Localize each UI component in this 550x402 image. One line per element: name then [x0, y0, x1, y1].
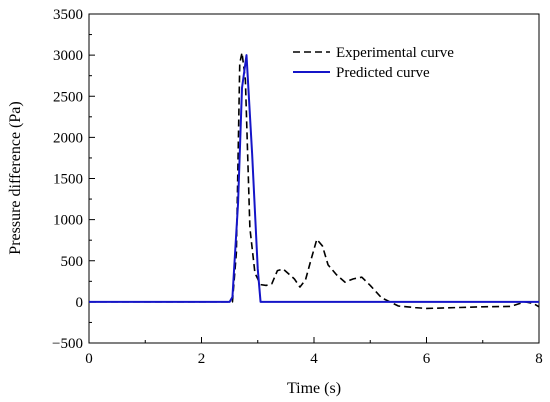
y-tick-label: 0 — [76, 295, 84, 311]
y-tick-label: 1500 — [53, 172, 83, 188]
y-axis-label: Pressure difference (Pa) — [7, 101, 24, 254]
x-tick-label: 8 — [535, 351, 543, 367]
experimental-curve-line — [89, 51, 540, 310]
x-tick-label: 2 — [198, 351, 206, 367]
y-tick-label: 500 — [61, 254, 84, 270]
legend-label-predicted: Predicted curve — [336, 65, 430, 81]
legend-label-experimental: Experimental curve — [336, 45, 454, 61]
legend: Experimental curve Predicted curve — [293, 45, 454, 81]
x-tick-label: 4 — [310, 351, 318, 367]
predicted-curve-line — [89, 54, 539, 303]
y-tick-label: 3500 — [53, 7, 83, 23]
x-tick-label: 0 — [85, 351, 93, 367]
y-tick-label: 2500 — [53, 89, 83, 105]
series-group — [89, 51, 540, 310]
y-tick-label: −500 — [52, 336, 83, 352]
x-axis-label: Time (s) — [287, 380, 341, 397]
y-tick-label: 2000 — [53, 130, 83, 146]
y-tick-label: 1000 — [53, 213, 83, 229]
y-tick-label: 3000 — [53, 48, 83, 64]
x-tick-label: 6 — [423, 351, 431, 367]
plot-frame — [88, 13, 540, 344]
